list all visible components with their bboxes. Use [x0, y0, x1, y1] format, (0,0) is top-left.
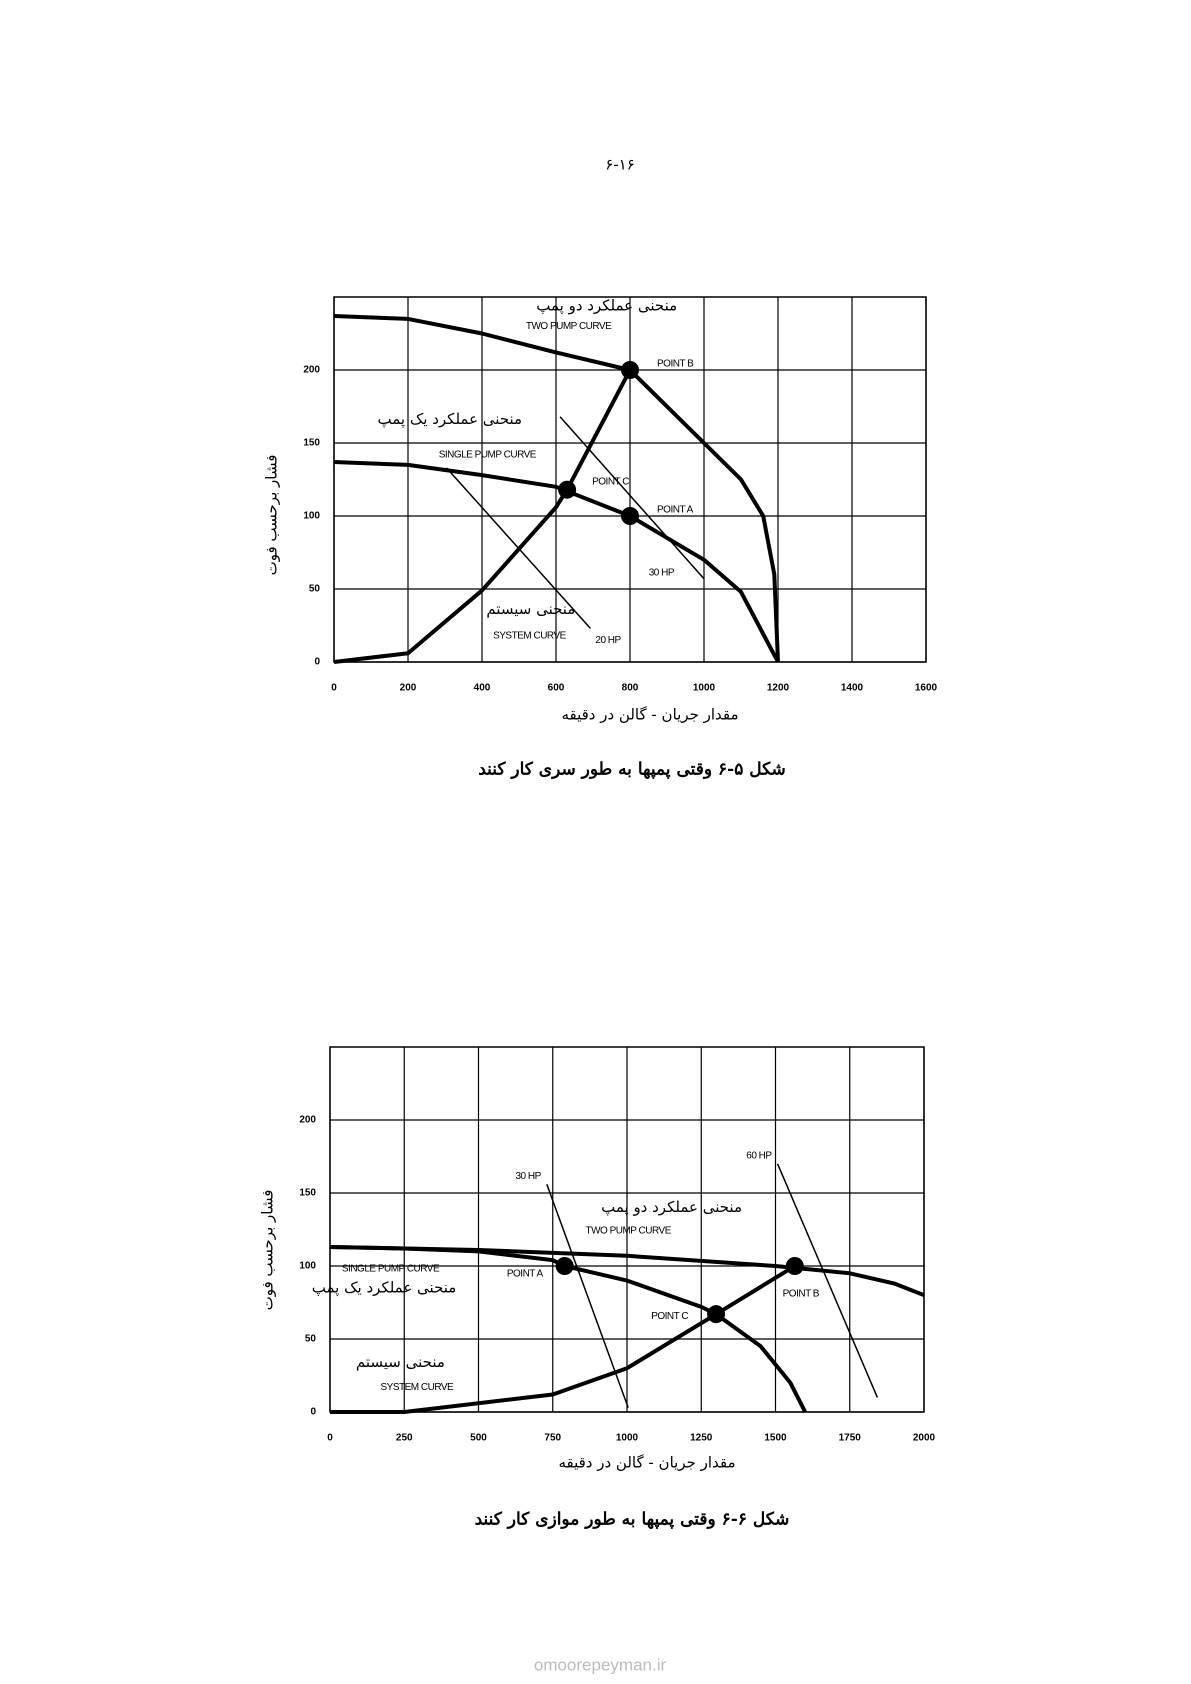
operating-point [707, 1305, 726, 1324]
x-tick-label: 500 [470, 1433, 487, 1444]
hp-label: 30 HP [649, 567, 675, 578]
x-tick-label: 600 [548, 683, 565, 694]
y-tick-label: 0 [314, 657, 320, 668]
x-axis-label: مقدار جریان - گالن در دقیقه [561, 706, 738, 724]
hp-label: 20 HP [595, 635, 621, 646]
chart: 0 200 400 600 800 1000 1200 1400 1600 0 50 100 150 20… [263, 296, 938, 780]
x-tick-label: 200 [400, 683, 417, 694]
point-label: POINT C [651, 1311, 688, 1322]
persian-annotation: منحنی عملکرد یک پمپ [312, 1278, 457, 1297]
hp-line [445, 467, 591, 629]
curve [329, 1245, 807, 1413]
x-tick-label: 1250 [690, 1433, 713, 1444]
curve [333, 313, 780, 663]
point-label: POINT C [592, 476, 629, 487]
y-tick-label: 150 [299, 1188, 316, 1199]
caption: شکل ۶-۶ وقتی پمپها به طور موازی کار کنند [475, 1510, 790, 1530]
curve-label: SINGLE PUMP CURVE [439, 449, 537, 460]
page-number: ۶-۱۶ [605, 156, 635, 174]
y-tick-label: 150 [303, 438, 320, 449]
chart: 0 250 500 750 1000 1250 1500 1750 2000 0 50 100 150 2… [259, 1046, 936, 1530]
y-tick-label: 50 [309, 584, 321, 595]
x-tick-label: 0 [331, 683, 337, 694]
curve [333, 459, 780, 663]
x-tick-label: 1600 [915, 683, 938, 694]
y-tick-label: 50 [305, 1334, 317, 1345]
hp-line [546, 1183, 629, 1408]
x-tick-label: 1500 [764, 1433, 787, 1444]
operating-point [555, 1257, 574, 1275]
persian-annotation: منحنی سیستم [356, 1353, 445, 1371]
persian-annotation: منحنی عملکرد دو پمپ [536, 296, 677, 315]
hp-label: 60 HP [746, 1150, 772, 1161]
operating-point [558, 480, 577, 499]
y-axis-label: فشار برحسب فوت [263, 455, 281, 576]
x-tick-label: 1750 [839, 1433, 862, 1444]
curve-label: SYSTEM CURVE [380, 1382, 454, 1393]
y-tick-label: 200 [303, 365, 320, 376]
operating-point [621, 361, 639, 379]
caption: شکل ۵-۶ وقتی پمپها به طور سری کار کنند [478, 760, 786, 780]
point-label: POINT B [657, 359, 694, 370]
persian-annotation: منحنی سیستم [486, 600, 575, 618]
y-tick-label: 200 [299, 1115, 316, 1126]
y-axis-label: فشار برحسب فوت [259, 1190, 277, 1311]
point-label: POINT B [783, 1289, 820, 1300]
x-tick-label: 250 [396, 1433, 413, 1444]
curve-label: TWO PUMP CURVE [585, 1226, 671, 1237]
x-tick-label: 1400 [841, 683, 864, 694]
x-tick-label: 1200 [767, 683, 790, 694]
x-axis-label: مقدار جریان - گالن در دقیقه [558, 1454, 735, 1472]
hp-line [776, 1163, 879, 1398]
x-tick-label: 800 [622, 683, 639, 694]
x-tick-label: 750 [544, 1433, 561, 1444]
persian-annotation: منحنی عملکرد دو پمپ [601, 1198, 742, 1217]
curve-label: SINGLE PUMP CURVE [342, 1264, 440, 1275]
x-tick-label: 1000 [616, 1433, 639, 1444]
x-tick-label: 0 [327, 1433, 333, 1444]
hp-label: 30 HP [516, 1171, 542, 1182]
x-tick-label: 1000 [693, 683, 716, 694]
y-tick-label: 100 [303, 511, 320, 522]
curve [330, 1264, 796, 1414]
curve-label: SYSTEM CURVE [493, 630, 567, 641]
operating-point [621, 507, 639, 525]
watermark: omoorepeyman.ir [534, 1655, 667, 1674]
y-tick-label: 100 [299, 1261, 316, 1272]
persian-annotation: منحنی عملکرد یک پمپ [378, 410, 523, 429]
point-label: POINT A [507, 1269, 544, 1280]
point-label: POINT A [657, 505, 694, 516]
x-tick-label: 400 [474, 683, 491, 694]
operating-point [785, 1257, 804, 1275]
y-tick-label: 0 [310, 1407, 316, 1418]
hp-line [559, 416, 705, 580]
curve-label: TWO PUMP CURVE [526, 321, 612, 332]
x-tick-label: 2000 [913, 1433, 936, 1444]
